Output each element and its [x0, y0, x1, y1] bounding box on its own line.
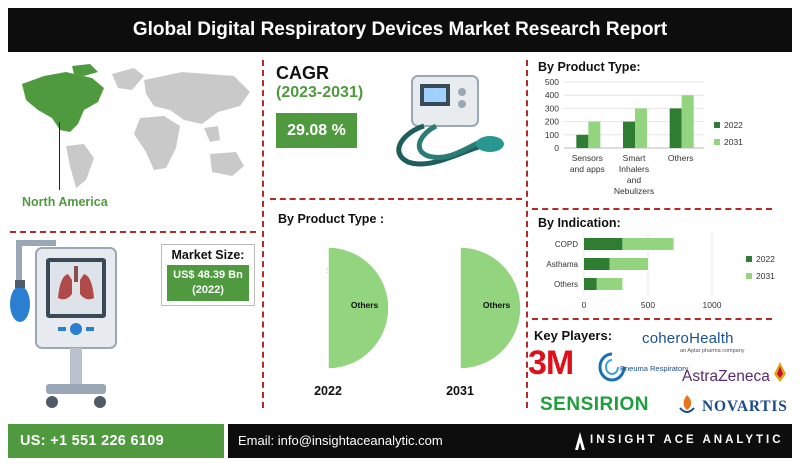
brand-logo-icon: [575, 432, 585, 450]
report-title: Global Digital Respiratory Devices Marke…: [8, 8, 792, 52]
astrazeneca-symbol-icon: [774, 362, 786, 382]
footer-email[interactable]: Email: info@insightaceanalytic.com: [238, 433, 443, 448]
logo-sensirion: SENSIRION: [540, 394, 650, 415]
divider: [270, 198, 522, 200]
logo-cohero-subtitle: an Aptar pharma company: [680, 348, 745, 354]
bar: [681, 95, 694, 148]
bar: [623, 121, 635, 148]
bar: [584, 278, 597, 290]
indication-section-title: By Indication:: [538, 216, 621, 230]
legend-label: 2022: [724, 120, 743, 130]
x-tick-label: 500: [641, 300, 655, 310]
x-tick-label: and apps: [570, 164, 605, 174]
y-tick-label: 0: [554, 143, 559, 153]
logo-pneuma-respiratory: Pneuma Respiratory: [620, 364, 689, 373]
map-pointer-line: [59, 122, 60, 190]
cagr-value: 29.08 %: [276, 113, 357, 148]
market-size-amount: US$ 48.39 Bn: [173, 269, 243, 281]
novartis-flame-icon: [679, 395, 695, 413]
bar: [584, 258, 610, 270]
bar: [584, 238, 623, 250]
y-tick-label: Others: [554, 280, 578, 289]
key-players-title: Key Players:: [534, 328, 613, 343]
market-size-year: (2022): [192, 284, 224, 296]
slice-label: Others: [483, 300, 511, 310]
x-tick-label: 0: [582, 300, 587, 310]
slice-label-line: Others: [483, 300, 511, 310]
y-tick-label: 200: [545, 117, 559, 127]
pie-section-title: By Product Type :: [278, 212, 385, 226]
bar: [609, 258, 648, 270]
footer-phone[interactable]: US: +1 551 226 6109: [8, 424, 224, 458]
legend-swatch: [714, 122, 720, 128]
bar: [588, 121, 601, 148]
divider: [526, 60, 528, 408]
pie-year-label: 2022: [314, 384, 342, 398]
x-tick-label: Smart: [623, 153, 646, 163]
bar: [596, 278, 623, 290]
cagr-period: (2023-2031): [276, 84, 364, 101]
bar: [635, 108, 647, 148]
y-tick-label: COPD: [555, 240, 578, 249]
region-label: North America: [22, 195, 108, 209]
respiratory-device-icon: [396, 75, 504, 167]
legend-swatch: [714, 139, 720, 145]
bar: [622, 238, 674, 250]
bar: [669, 108, 682, 148]
divider: [532, 318, 772, 320]
legend-swatch: [746, 256, 752, 262]
slice-label-line: Others: [351, 300, 379, 310]
y-tick-label: 100: [545, 130, 559, 140]
ventilator-icon: [10, 240, 117, 408]
footer-brand: INSIGHT ACE ANALYTIC: [590, 434, 784, 446]
y-tick-label: 400: [545, 90, 559, 100]
logo-cohero-health: coheroHealth: [642, 330, 734, 347]
product-type-pie-charts: Sensor andAppsSmartInhalersand...Others2…: [314, 246, 522, 398]
pie-year-label: 2031: [446, 384, 474, 398]
pie-slice: [459, 246, 522, 370]
legend-swatch: [746, 273, 752, 279]
divider: [262, 60, 264, 408]
legend-label: 2031: [756, 271, 775, 281]
slice-label: Others: [351, 300, 379, 310]
legend-label: 2022: [756, 254, 775, 264]
world-map-icon: [22, 64, 250, 188]
y-tick-label: Asthama: [546, 260, 578, 269]
y-tick-label: 500: [545, 77, 559, 87]
y-tick-label: 300: [545, 103, 559, 113]
indication-bar-chart: 0 500 1000 COPD Asthama Others 2022 2031: [546, 234, 775, 310]
x-tick-label: Inhalers: [619, 164, 649, 174]
pneuma-swirl-icon: [598, 352, 626, 382]
market-size-card: Market Size: US$ 48.39 Bn (2022): [161, 244, 255, 306]
x-tick-label: Sensors: [572, 153, 603, 163]
bar-section-title: By Product Type:: [538, 60, 641, 74]
bar: [576, 134, 589, 148]
divider: [10, 231, 256, 233]
market-size-value: US$ 48.39 Bn (2022): [167, 265, 249, 301]
footer-bar: Email: info@insightaceanalytic.com INSIG…: [228, 424, 792, 458]
market-size-title: Market Size:: [171, 248, 245, 262]
logo-novartis: NOVARTIS: [702, 398, 788, 415]
x-tick-label: 1000: [703, 300, 722, 310]
pie-slice: [327, 246, 390, 370]
x-tick-label: and: [627, 175, 641, 185]
logo-3m: 3M: [528, 344, 574, 382]
divider: [532, 208, 772, 210]
legend-label: 2031: [724, 137, 743, 147]
logo-astrazeneca: AstraZeneca: [682, 368, 770, 385]
cagr-title: CAGR: [276, 63, 329, 83]
x-tick-label: Others: [668, 153, 694, 163]
x-tick-label: Nebulizers: [614, 186, 654, 196]
